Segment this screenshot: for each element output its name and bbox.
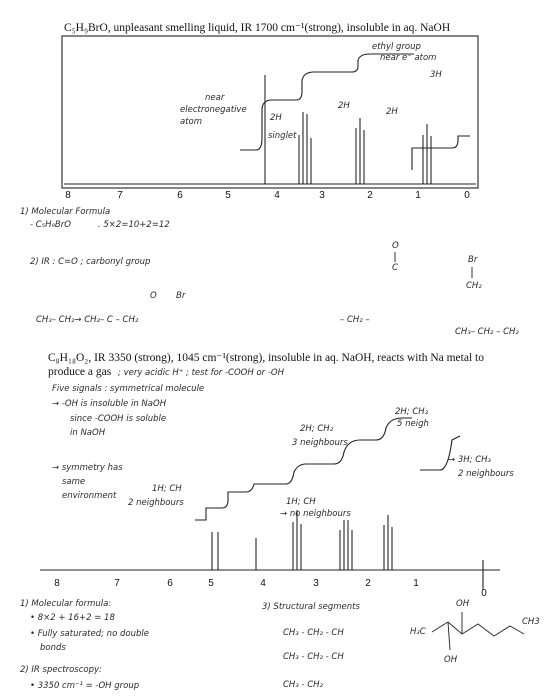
title: C₈H₁₈O₂, IR 3350 (strong), 1045 cm⁻¹(str…	[48, 352, 484, 364]
axis-labels: 8 7 6 5 4 3 2 1 0	[54, 578, 487, 599]
annotation: same	[62, 477, 85, 487]
annotation: 3H	[430, 70, 442, 80]
note: C	[392, 263, 398, 273]
annotation: → -OH is insoluble in NaOH	[52, 399, 167, 409]
annotation: near	[205, 93, 225, 103]
note: 1) Molecular formula:	[20, 599, 111, 609]
title-note: ; very acidic H⁺ ; test for -COOH or -OH	[118, 368, 285, 378]
skeletal-structure	[431, 612, 525, 651]
spectrum	[40, 417, 500, 590]
note: OH	[456, 599, 470, 609]
note: CH₃ - CH₂	[283, 680, 324, 690]
note: CH₂	[466, 281, 482, 291]
note: 2) IR spectroscopy:	[20, 665, 102, 675]
note: O	[150, 291, 157, 301]
axis-label: 8	[54, 578, 60, 589]
axis-label: 1	[413, 578, 419, 589]
note: CH₃– CH₂ – CH₂	[455, 327, 519, 337]
note: • 3350 cm⁻¹ = -OH group	[30, 681, 139, 691]
note: 2) IR : C=O ; carbonyl group	[30, 257, 150, 267]
note: – CH₂ –	[340, 315, 370, 325]
annotation: 2H; CH₂	[395, 407, 429, 417]
axis-label: 2	[367, 190, 373, 201]
note: CH₃ - CH₂ - CH	[283, 652, 344, 662]
note: Br	[468, 255, 478, 265]
axis-label: 8	[65, 190, 71, 201]
axis-label: 5	[225, 190, 231, 201]
annotation: in NaOH	[70, 428, 106, 438]
note: CH3	[522, 617, 540, 627]
note: 1) Molecular Formula	[20, 207, 110, 217]
axis-label: 2	[365, 578, 371, 589]
axis-label: 6	[177, 190, 183, 201]
annotation: 2H	[386, 107, 398, 117]
annotation: singlet	[268, 131, 297, 141]
annotation: electronegative	[180, 105, 247, 115]
note: bonds	[40, 643, 66, 653]
note: . 5×2=10+2=12	[98, 220, 170, 230]
annotation: since -COOH is soluble	[70, 414, 166, 424]
note: OH	[444, 655, 458, 665]
notes: 1) Molecular Formula - C₅H₉BrO . 5×2=10+…	[20, 207, 519, 337]
note: 3) Structural segments	[262, 602, 360, 612]
axis-label: 1	[415, 190, 421, 201]
note: - C₅H₉BrO	[30, 220, 71, 230]
annotation: environment	[62, 491, 117, 501]
axis-label: 6	[167, 578, 173, 589]
axis-label: 5	[208, 578, 214, 589]
notes: 1) Molecular formula: • 8×2 + 16+2 = 18 …	[20, 599, 540, 691]
annotation: Five signals : symmetrical molecule	[52, 384, 204, 394]
annotation: atom	[180, 117, 202, 127]
annotation: → no neighbours	[280, 509, 351, 519]
annotation: → symmetry has	[52, 463, 123, 473]
title: produce a gas	[48, 366, 112, 378]
annotation: ethyl group	[372, 42, 421, 52]
annotation: → 3H; CH₃	[448, 455, 492, 465]
annotation: 1H; CH	[152, 484, 182, 494]
axis-labels: 8 7 6 5 4 3 2 1 0	[65, 190, 470, 201]
axis-label: 7	[117, 190, 123, 201]
annotation: 2H	[338, 101, 350, 111]
note: CH₃– CH₂→ CH₂– C – CH₂	[36, 315, 139, 325]
note: O	[392, 241, 399, 251]
annotation: 2H	[270, 113, 282, 123]
annotations: Five signals : symmetrical molecule → -O…	[52, 384, 514, 519]
axis-label: 3	[319, 190, 325, 201]
axis-label: 0	[464, 190, 470, 201]
annotation: near e⁻ atom	[380, 53, 436, 63]
axis-label: 4	[260, 578, 266, 589]
spectrum	[64, 53, 476, 185]
axis-label: 7	[114, 578, 120, 589]
annotation: 3 neighbours	[292, 438, 348, 448]
note: CH₃ - CH₂ - CH	[283, 628, 344, 638]
title: C₅H₉BrO, unpleasant smelling liquid, IR …	[64, 22, 450, 34]
note: • Fully saturated; no double	[30, 629, 149, 639]
axis-label: 4	[274, 190, 280, 201]
axis-label: 0	[481, 588, 487, 599]
annotation: 1H; CH	[286, 497, 316, 507]
note: H₃C	[410, 627, 426, 637]
annotation: 2 neighbours	[458, 469, 514, 479]
note: Br	[176, 291, 186, 301]
axis-label: 3	[313, 578, 319, 589]
annotation: 2H; CH₂	[300, 424, 334, 434]
note: • 8×2 + 16+2 = 18	[30, 613, 115, 623]
annotation: 2 neighbours	[128, 498, 184, 508]
spectrum-frame	[61, 35, 479, 189]
annotation: 5 neigh	[397, 419, 429, 429]
annotations: near electronegative atom 2H singlet eth…	[180, 42, 442, 141]
